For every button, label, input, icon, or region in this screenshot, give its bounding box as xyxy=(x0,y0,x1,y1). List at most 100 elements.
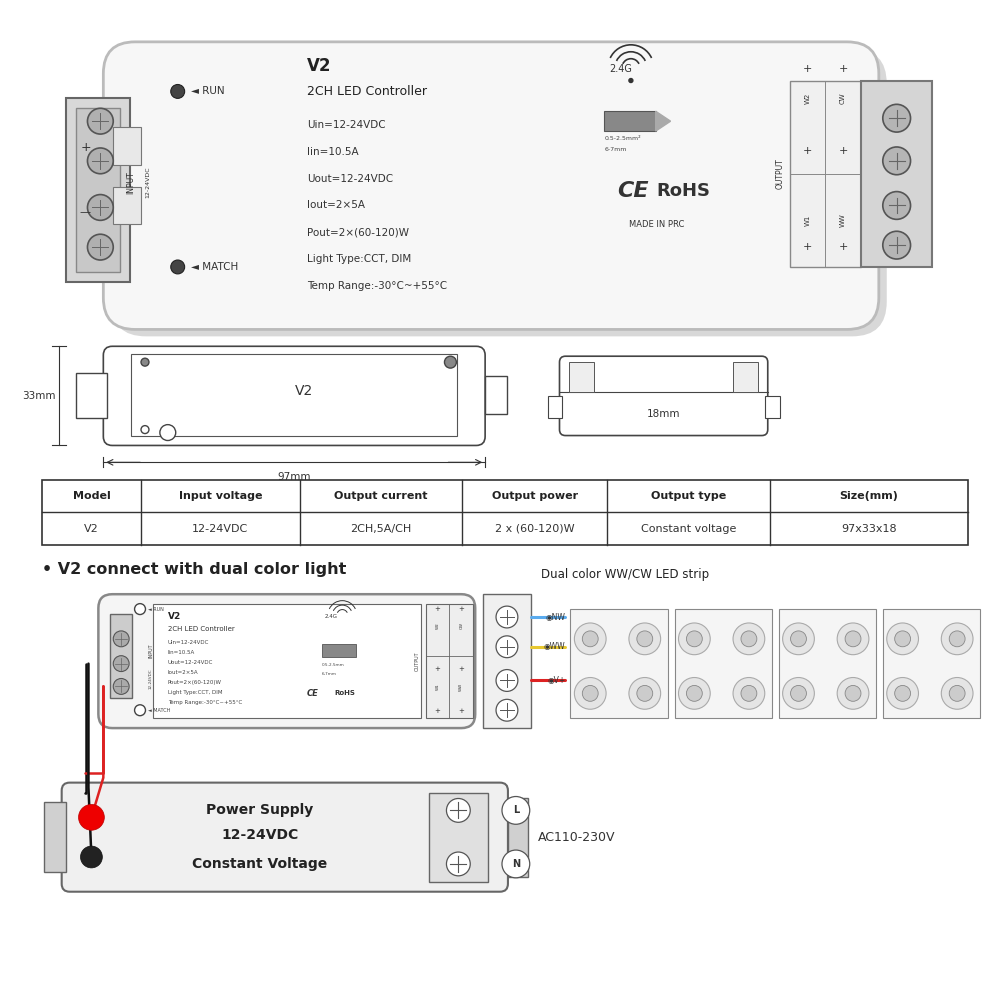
Text: 6-7mm: 6-7mm xyxy=(322,672,337,676)
Text: Iout=2×5A: Iout=2×5A xyxy=(168,670,198,675)
Text: +: + xyxy=(838,242,848,252)
Text: N: N xyxy=(512,859,520,869)
Text: 12-24VDC: 12-24VDC xyxy=(221,828,299,842)
Text: ◉NW: ◉NW xyxy=(546,613,565,622)
FancyBboxPatch shape xyxy=(560,356,768,436)
Bar xyxy=(153,604,421,718)
Bar xyxy=(110,614,132,698)
Text: WW: WW xyxy=(459,682,463,691)
Text: +: + xyxy=(838,64,848,74)
Text: OUTPUT: OUTPUT xyxy=(415,652,420,671)
Text: 12-24VDC: 12-24VDC xyxy=(192,524,248,534)
Circle shape xyxy=(135,604,145,615)
Circle shape xyxy=(837,623,869,655)
Text: ◄ RUN: ◄ RUN xyxy=(148,607,164,612)
Text: Input voltage: Input voltage xyxy=(179,491,262,501)
Circle shape xyxy=(141,426,149,434)
Text: Uin=12-24VDC: Uin=12-24VDC xyxy=(168,640,209,645)
Circle shape xyxy=(791,631,806,647)
Text: V2: V2 xyxy=(84,524,99,534)
Circle shape xyxy=(629,623,661,655)
Bar xyxy=(42,480,968,545)
Circle shape xyxy=(741,685,757,701)
Bar xyxy=(675,609,772,718)
FancyBboxPatch shape xyxy=(103,346,485,445)
Circle shape xyxy=(444,356,456,368)
Circle shape xyxy=(883,231,911,259)
Text: ◄ MATCH: ◄ MATCH xyxy=(191,262,238,272)
Circle shape xyxy=(79,804,104,830)
Text: INPUT: INPUT xyxy=(148,643,153,658)
Polygon shape xyxy=(656,111,671,131)
Text: W2: W2 xyxy=(436,623,440,629)
Circle shape xyxy=(741,631,757,647)
Text: 97x33x18: 97x33x18 xyxy=(841,524,897,534)
Circle shape xyxy=(887,678,918,709)
Bar xyxy=(76,373,107,418)
Text: Output power: Output power xyxy=(492,491,578,501)
FancyBboxPatch shape xyxy=(62,783,508,892)
Circle shape xyxy=(87,195,113,220)
Text: ◉V+: ◉V+ xyxy=(547,676,565,685)
Circle shape xyxy=(733,678,765,709)
Bar xyxy=(604,111,656,131)
Circle shape xyxy=(783,678,814,709)
Bar xyxy=(883,609,980,718)
Text: OUTPUT: OUTPUT xyxy=(775,158,784,189)
Bar xyxy=(733,362,758,392)
Text: 2CH LED Controller: 2CH LED Controller xyxy=(168,626,235,632)
Text: W1: W1 xyxy=(804,215,810,226)
Circle shape xyxy=(502,850,530,878)
Bar xyxy=(570,609,668,718)
Text: +: + xyxy=(80,141,91,154)
Bar xyxy=(131,354,457,436)
Text: ◄ MATCH: ◄ MATCH xyxy=(148,708,170,713)
Circle shape xyxy=(502,797,530,824)
Text: +: + xyxy=(435,666,440,672)
Circle shape xyxy=(496,636,518,658)
Circle shape xyxy=(574,678,606,709)
Circle shape xyxy=(160,425,176,440)
Text: +: + xyxy=(458,708,464,714)
Bar xyxy=(569,362,594,392)
Circle shape xyxy=(87,234,113,260)
Text: V2: V2 xyxy=(307,57,331,75)
Text: 97mm: 97mm xyxy=(277,472,311,482)
Bar xyxy=(790,81,861,267)
FancyBboxPatch shape xyxy=(98,594,475,728)
Circle shape xyxy=(837,678,869,709)
Text: 2.4G: 2.4G xyxy=(609,64,632,74)
Text: 6-7mm: 6-7mm xyxy=(604,147,627,152)
Text: W2: W2 xyxy=(804,93,810,104)
Text: CE: CE xyxy=(617,181,649,201)
FancyBboxPatch shape xyxy=(103,42,879,329)
Bar xyxy=(113,187,141,224)
Text: Temp Range:-30°C~+55°C: Temp Range:-30°C~+55°C xyxy=(307,281,447,291)
Text: 12-24VDC: 12-24VDC xyxy=(149,668,153,689)
Text: Uin=12-24VDC: Uin=12-24VDC xyxy=(307,120,385,130)
Text: CW: CW xyxy=(840,93,846,104)
Bar xyxy=(485,376,507,414)
Text: +: + xyxy=(803,146,812,156)
Text: 0.5-2.5mm: 0.5-2.5mm xyxy=(322,663,344,667)
Text: —: — xyxy=(80,207,91,217)
Text: +: + xyxy=(838,146,848,156)
Text: Light Type:CCT, DIM: Light Type:CCT, DIM xyxy=(307,254,411,264)
Circle shape xyxy=(845,685,861,701)
Bar xyxy=(779,609,876,718)
Text: WW: WW xyxy=(840,213,846,227)
Circle shape xyxy=(135,705,145,716)
Circle shape xyxy=(883,147,911,175)
Text: Constant voltage: Constant voltage xyxy=(641,524,736,534)
Text: +: + xyxy=(458,606,464,612)
FancyBboxPatch shape xyxy=(111,49,887,336)
Text: V2: V2 xyxy=(168,612,181,621)
Circle shape xyxy=(574,623,606,655)
Bar xyxy=(508,798,528,877)
Text: MADE IN PRC: MADE IN PRC xyxy=(629,220,684,229)
Circle shape xyxy=(496,606,518,628)
Text: +: + xyxy=(803,242,812,252)
Text: 2CH LED Controller: 2CH LED Controller xyxy=(307,85,427,98)
Circle shape xyxy=(887,623,918,655)
Text: Model: Model xyxy=(73,491,110,501)
